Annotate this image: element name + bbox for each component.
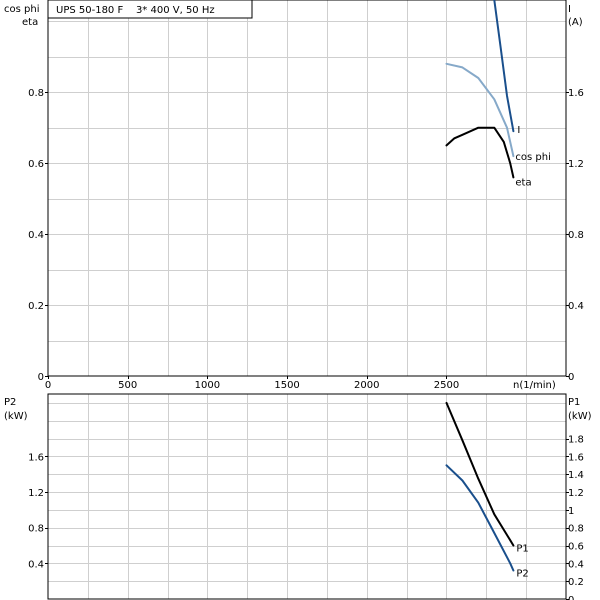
bottom-right-tick-label: 0.6 [568, 542, 584, 553]
bottom-right-tick-label: 0 [568, 595, 574, 600]
bottom-right-tick-labels: 0 0.2 0.4 0.6 0.8 1 1.2 1.4 1.6 1.8 [566, 435, 584, 600]
series-line-cos-phi [445, 62, 515, 158]
bottom-grid [48, 394, 566, 599]
bottom-series: P1 P2 [445, 401, 529, 579]
left-tick-label: 0.8 [28, 88, 44, 99]
left-tick-label: 0.4 [28, 230, 44, 241]
series-line-I [493, 0, 515, 133]
series-line-P1 [445, 401, 515, 547]
bottom-chart: P2 (kW) P1 (kW) 0.40.81.21.6 00.20.40.60… [4, 393, 592, 600]
chart-title: UPS 50-180 F 3* 400 V, 50 Hz [56, 5, 215, 16]
bottom-plot-frame [47, 393, 567, 600]
left-tick-label: 0 [38, 372, 44, 383]
bottom-left-tick-label: 1.2 [28, 488, 44, 499]
right-tick-label: 0.8 [568, 230, 584, 241]
bottom-right-tick-label: 0.4 [568, 559, 584, 570]
series-label-I: I [517, 125, 520, 136]
x-tick-labels: 0 500 1000 1500 2000 2500 [45, 376, 459, 391]
bottom-left-tick-label: 1.6 [28, 452, 44, 463]
bottom-left-tick-labels: 0.4 0.8 1.2 1.6 [28, 452, 48, 570]
top-grid [48, 0, 566, 376]
left-axis-label-eta: eta [22, 17, 38, 28]
right-axis-label-i: I [568, 4, 571, 15]
bottom-left-tick-label: 0.8 [28, 524, 44, 535]
right-tick-label: 0 [568, 372, 574, 383]
bottom-right-axis-unit: (kW) [568, 411, 592, 422]
x-tick-label: 1500 [274, 380, 299, 391]
x-tick-label: 500 [118, 380, 137, 391]
top-plot-frame [47, 0, 567, 377]
bottom-right-tick-label: 0.2 [568, 577, 584, 588]
top-chart: UPS 50-180 F 3* 400 V, 50 Hz cos phi eta… [4, 0, 584, 391]
x-tick-label: 1000 [195, 380, 220, 391]
bottom-right-tick-label: 1.2 [568, 488, 584, 499]
right-tick-label: 1.6 [568, 88, 584, 99]
series-label-P2: P2 [516, 568, 528, 579]
left-axis-label-cosphi: cos phi [4, 4, 39, 15]
x-tick-label: 0 [45, 380, 51, 391]
bottom-right-axis-label: P1 [568, 397, 580, 408]
series-label-eta: eta [515, 177, 531, 188]
bottom-left-axis-label: P2 [4, 397, 16, 408]
bottom-left-axis-unit: (kW) [4, 411, 28, 422]
right-tick-label: 1.2 [568, 159, 584, 170]
right-axis-label-unit: (A) [568, 17, 583, 28]
left-tick-label: 0.6 [28, 159, 44, 170]
top-left-tick-labels: 0 0.2 0.4 0.6 0.8 [28, 88, 48, 383]
series-label-P1: P1 [516, 544, 528, 555]
bottom-right-tick-label: 1.6 [568, 452, 584, 463]
chart-title-box [47, 0, 253, 19]
x-tick-label: 2000 [354, 380, 379, 391]
bottom-right-tick-label: 1 [568, 506, 574, 517]
bottom-left-tick-label: 0.4 [28, 559, 44, 570]
series-line-eta [445, 126, 515, 179]
series-label-cos-phi: cos phi [515, 152, 550, 163]
series-line-P2 [445, 464, 515, 572]
x-axis-label: n(1/min) [513, 380, 556, 391]
bottom-right-tick-label: 0.8 [568, 524, 584, 535]
right-tick-label: 0.4 [568, 301, 584, 312]
bottom-right-tick-label: 1.8 [568, 435, 584, 446]
top-right-tick-labels: 0 0.4 0.8 1.2 1.6 [566, 88, 584, 383]
bottom-right-tick-label: 1.4 [568, 470, 584, 481]
left-tick-label: 0.2 [28, 301, 44, 312]
x-tick-label: 2500 [434, 380, 459, 391]
